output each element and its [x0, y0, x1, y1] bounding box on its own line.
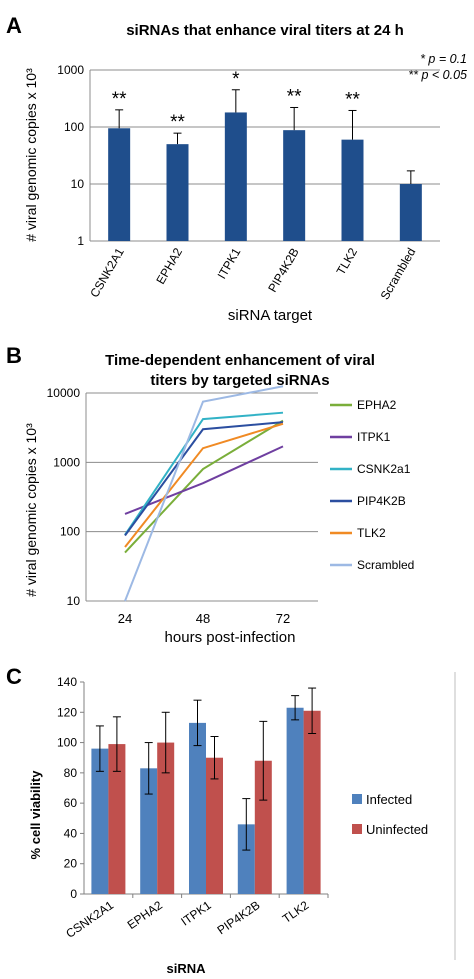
- series-line-tlk2: [124, 422, 284, 548]
- bar-infected: [286, 707, 304, 894]
- series-line-itpk1: [124, 445, 284, 515]
- bar-infected: [189, 722, 206, 894]
- y-tick-label: 1000: [57, 63, 84, 77]
- panel-b-title-line-2: titers by targeted siRNAs: [150, 372, 329, 389]
- x-tick-label: EPHA2: [153, 245, 185, 286]
- bar-uninfected: [206, 757, 223, 894]
- panel-c-xlabel: siRNA: [166, 961, 206, 976]
- series-line-scrambled: [124, 385, 284, 602]
- bar: [399, 184, 422, 241]
- significance-mark: **: [112, 89, 127, 110]
- bar-infected: [140, 768, 158, 894]
- y-tick-label: 140: [57, 675, 77, 689]
- legend-label: Uninfected: [366, 822, 428, 837]
- significance-mark: **: [287, 86, 302, 107]
- panel-a-chart: A siRNAs that enhance viral titers at 24…: [6, 13, 467, 324]
- x-tick-label: 72: [276, 611, 290, 626]
- significance-mark: **: [345, 89, 360, 110]
- significance-mark: *: [232, 69, 240, 90]
- y-tick-label: 100: [64, 120, 84, 134]
- legend-label: TLK2: [357, 526, 386, 540]
- panel-a-plot: 1 10 100 1000 ** CSNK2A1 ** EPHA2 * ITPK1 ** PIP4K2…: [57, 63, 440, 302]
- legend-label: PIP4K2B: [357, 494, 406, 508]
- panel-a-title: siRNAs that enhance viral titers at 24 h: [126, 22, 404, 39]
- x-tick-label: Scrambled: [378, 246, 419, 303]
- y-tick-label: 1000: [53, 455, 80, 469]
- x-tick-label: 24: [118, 611, 132, 626]
- bar: [341, 139, 364, 241]
- legend-label: CSNK2a1: [357, 462, 411, 476]
- panel-b-title-line-1: Time-dependent enhancement of viral: [105, 352, 375, 369]
- legend-swatch: [352, 824, 362, 834]
- y-tick-label: 80: [64, 766, 78, 780]
- series-line-csnk2a1: [124, 411, 284, 536]
- y-tick-label: 10000: [47, 386, 81, 400]
- y-tick-label: 1: [77, 234, 84, 248]
- y-tick-label: 20: [64, 857, 78, 871]
- x-tick-label: TLK2: [280, 898, 312, 926]
- panel-b-letter: B: [6, 343, 22, 368]
- legend-label: EPHA2: [357, 398, 397, 412]
- y-tick-label: 0: [70, 887, 77, 901]
- y-tick-label: 120: [57, 705, 77, 719]
- bar-uninfected: [254, 760, 272, 894]
- panel-b-plot: 10 100 1000 10000 24 48 72 EPHA2 ITPK1 CSNK2a1 PIP…: [47, 385, 414, 626]
- significance-mark: **: [170, 112, 185, 133]
- significance-line-1: * p = 0.1: [420, 52, 467, 66]
- x-tick-label: CSNK2A1: [87, 245, 127, 300]
- y-tick-label: 100: [60, 525, 80, 539]
- significance-line-2: ** p < 0.05: [408, 68, 467, 82]
- panel-b-ylabel: # viral genomic copies x 10³: [23, 423, 39, 597]
- bar: [108, 128, 131, 241]
- x-tick-label: PIP4K2B: [215, 898, 263, 937]
- y-tick-label: 10: [67, 594, 81, 608]
- bar: [166, 144, 189, 241]
- panel-c-letter: C: [6, 664, 22, 689]
- bar-uninfected: [303, 710, 321, 894]
- panel-c-plot: 0 20 40 60 80 100 120 140 CSNK2A1 EPHA2 ITPK1 PIP4K…: [57, 675, 428, 941]
- x-tick-label: PIP4K2B: [265, 246, 301, 295]
- x-tick-label: ITPK1: [178, 898, 214, 929]
- x-tick-label: CSNK2A1: [63, 898, 116, 941]
- bar-uninfected: [157, 742, 175, 894]
- y-tick-label: 40: [64, 826, 78, 840]
- panel-b-xlabel: hours post-infection: [165, 629, 296, 646]
- panel-a-ylabel: # viral genomic copies x 10³: [23, 68, 39, 242]
- bar-infected: [237, 824, 255, 894]
- panel-a-letter: A: [6, 13, 22, 38]
- x-tick-label: TLK2: [334, 245, 361, 277]
- legend-label: Infected: [366, 792, 412, 807]
- bar-uninfected: [108, 744, 126, 894]
- x-tick-label: EPHA2: [125, 898, 166, 932]
- y-tick-label: 10: [71, 177, 85, 191]
- legend-label: Scrambled: [357, 558, 414, 572]
- legend-swatch: [352, 794, 362, 804]
- bar-infected: [91, 748, 109, 894]
- x-tick-label: ITPK1: [215, 245, 244, 281]
- y-tick-label: 60: [64, 796, 78, 810]
- x-tick-label: 48: [196, 611, 210, 626]
- series-line-epha2: [124, 419, 284, 554]
- series-line-pip4k2b: [124, 421, 284, 537]
- y-tick-label: 100: [57, 736, 77, 750]
- bar: [224, 112, 247, 242]
- legend-label: ITPK1: [357, 430, 391, 444]
- bar: [283, 130, 306, 241]
- panel-c-ylabel: % cell viability: [28, 770, 43, 860]
- panel-c-chart: C % cell viability siRNA 0 20 40 60 80 100 120…: [6, 664, 456, 976]
- panel-a-xlabel: siRNA target: [228, 307, 313, 324]
- panel-b-chart: B Time-dependent enhancement of viral ti…: [6, 343, 414, 646]
